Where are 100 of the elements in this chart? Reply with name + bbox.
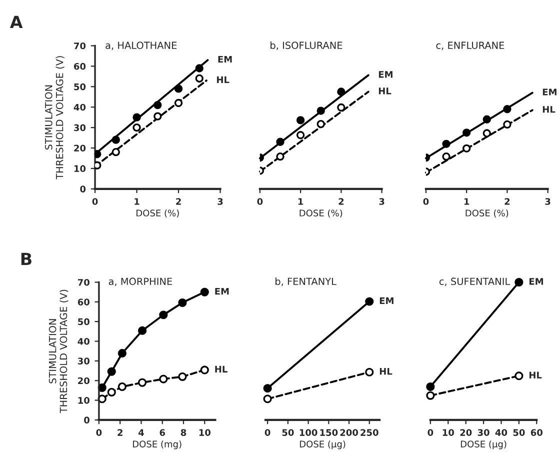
x-tick-label: 50 <box>513 429 525 436</box>
point <box>154 100 162 110</box>
text: A <box>10 16 23 28</box>
y-tick-label: 10 <box>78 396 90 404</box>
series-label: EM <box>218 56 232 63</box>
chart-title: c, ENFLURANE <box>436 42 504 50</box>
point <box>514 372 524 380</box>
point <box>442 140 450 148</box>
chart-title: c, SUFENTANIL <box>439 278 510 286</box>
point <box>276 152 284 161</box>
x-tick-label: 250 <box>360 429 378 436</box>
series-label: HL <box>380 368 392 375</box>
y-tick-label: 50 <box>74 83 86 90</box>
x-axis-title: DOSE (%) <box>136 209 179 218</box>
y-tick-label: 20 <box>78 377 90 384</box>
y-tick-label: 70 <box>78 278 90 286</box>
y-tick-label: 20 <box>74 144 86 152</box>
point <box>482 115 491 124</box>
point <box>365 368 374 376</box>
x-tick-label: 100 <box>300 429 318 436</box>
y-axis-title: STIMULATION THRESHOLD VOLTAGE (V) <box>44 56 64 180</box>
point <box>174 84 183 93</box>
point <box>112 148 120 156</box>
x-tick-label: 6 <box>160 429 166 436</box>
y-tick-label: 50 <box>78 318 90 326</box>
point <box>296 116 305 124</box>
point <box>200 366 209 374</box>
y-tick-label: 40 <box>74 104 86 111</box>
point <box>337 103 346 112</box>
point <box>263 394 272 404</box>
point <box>118 382 127 391</box>
x-tick-label: 0 <box>264 429 270 436</box>
x-tick-label: 50 <box>282 429 294 436</box>
point <box>316 120 325 128</box>
x-tick-label: 1 <box>464 198 470 205</box>
point <box>107 388 116 396</box>
point <box>178 372 187 381</box>
series-label: EM <box>542 88 556 96</box>
x-tick-label: 0 <box>257 198 263 205</box>
x-tick-label: 3 <box>379 198 384 205</box>
y-tick-label: 30 <box>78 358 90 364</box>
point <box>426 382 435 391</box>
chart-title: b, FENTANYL <box>276 278 336 286</box>
x-axis-title: DOSE (μg) <box>300 440 346 450</box>
chart-title: a, HALOTHANE <box>106 42 177 50</box>
chart-title: b, ISOFLURANE <box>270 41 342 50</box>
x-tick-label: 150 <box>320 429 338 436</box>
point <box>200 288 209 296</box>
chart-title: a, MORPHINE <box>108 278 172 286</box>
x-tick-label: 10 <box>199 429 210 436</box>
point <box>132 113 141 122</box>
point <box>107 367 116 376</box>
series-label: EM <box>215 288 229 295</box>
y-tick-label: 0 <box>80 186 86 192</box>
point <box>138 326 147 335</box>
point <box>503 120 512 129</box>
point <box>174 98 183 108</box>
x-axis-title: DOSE (%) <box>466 209 508 218</box>
point <box>296 131 305 140</box>
series-label: EM <box>380 297 394 304</box>
x-tick-label: 30 <box>478 429 490 436</box>
point <box>462 128 471 137</box>
y-tick-label: 40 <box>78 338 90 345</box>
point <box>154 112 162 120</box>
point <box>514 278 524 287</box>
x-axis-title: DOSE (%) <box>300 209 342 218</box>
point <box>195 74 204 83</box>
point <box>263 384 272 393</box>
point <box>482 129 491 138</box>
point <box>316 106 325 115</box>
x-tick-label: 4 <box>138 429 144 436</box>
point <box>195 64 204 72</box>
x-tick-label: 10 <box>442 429 454 436</box>
point <box>178 298 187 307</box>
point <box>118 348 127 358</box>
x-tick-label: 3 <box>545 198 550 205</box>
y-axis-title: STIMULATION THRESHOLD VOLTAGE (V) <box>48 290 68 414</box>
series-label: HL <box>215 366 228 372</box>
x-tick-label: 0 <box>428 429 434 436</box>
x-tick-label: 1 <box>134 198 140 205</box>
point <box>159 310 168 320</box>
y-tick-label: 60 <box>78 298 90 306</box>
point <box>442 152 450 161</box>
point <box>276 138 284 146</box>
series-label: HL <box>217 76 230 84</box>
x-tick-label: 20 <box>460 429 472 436</box>
y-tick-label: 60 <box>74 62 86 70</box>
series-label: HL <box>529 372 542 378</box>
point <box>112 136 120 144</box>
x-tick-label: 200 <box>340 429 358 436</box>
series-label: EM <box>378 71 392 78</box>
text: B <box>21 252 32 265</box>
x-tick-label: 0 <box>96 429 102 436</box>
point <box>426 391 435 400</box>
x-tick-label: 2 <box>338 198 344 205</box>
point <box>462 144 471 153</box>
y-tick-label: 30 <box>74 124 86 132</box>
point <box>132 123 141 132</box>
y-tick-label: 0 <box>84 416 90 424</box>
x-tick-label: 8 <box>180 429 186 436</box>
